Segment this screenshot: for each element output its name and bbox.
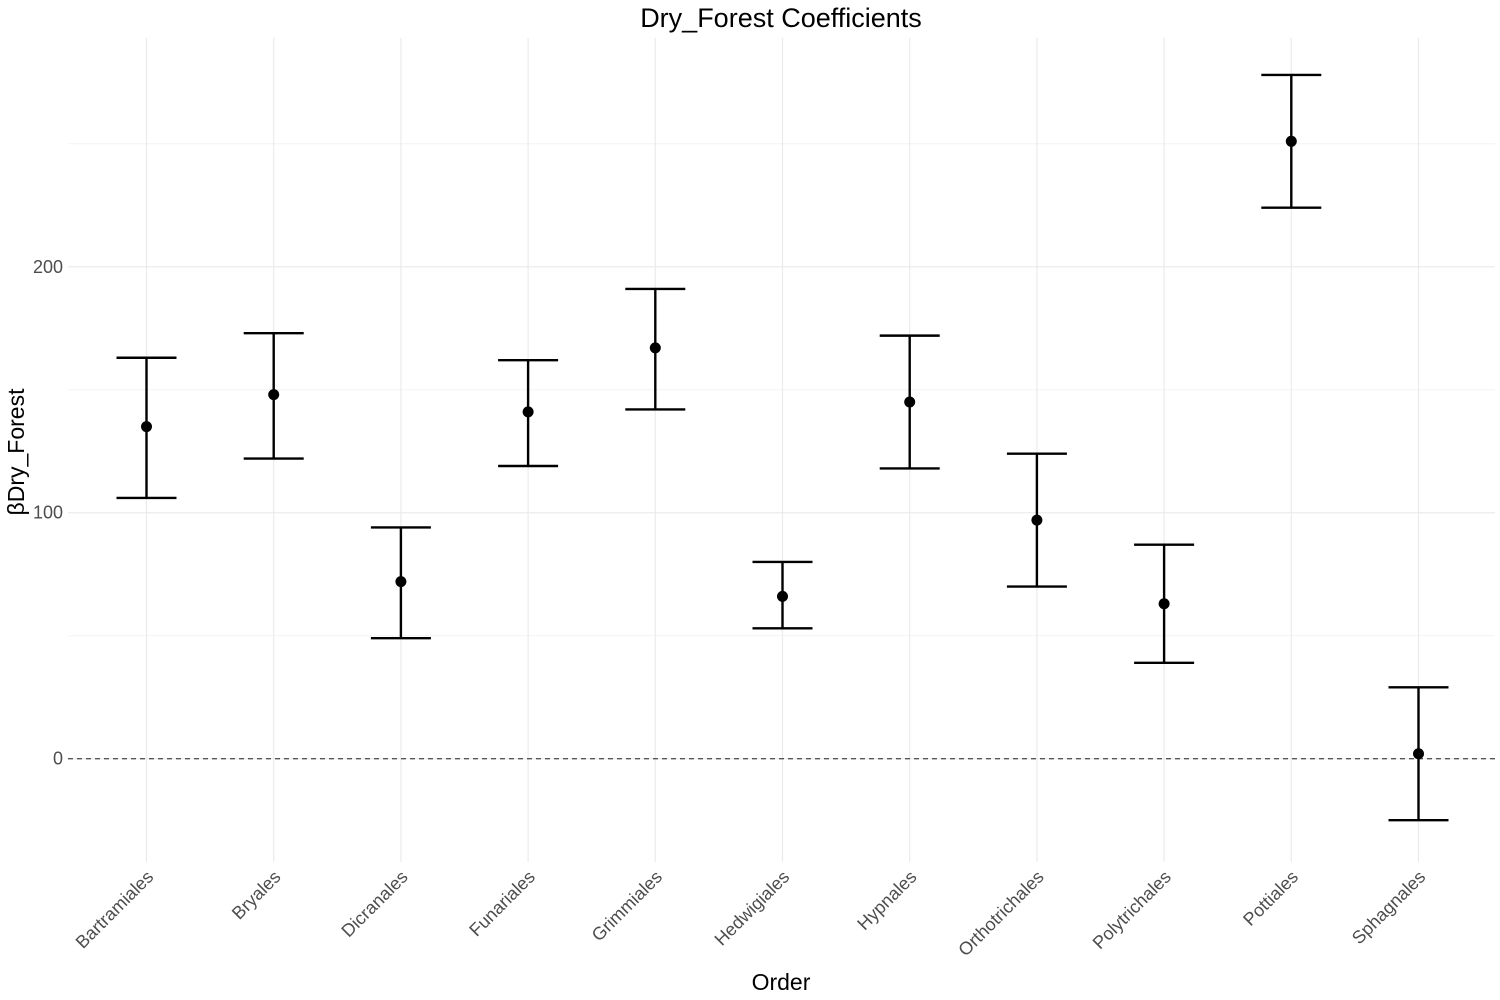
estimate-point (649, 342, 661, 354)
x-tick-label: Bryales (228, 867, 285, 924)
grid (68, 38, 1495, 862)
error-bar-hypnales (879, 334, 940, 470)
estimate-point (777, 590, 788, 602)
error-bar-orthotrichales (1006, 452, 1067, 588)
x-tick-label: Pottiales (1239, 867, 1302, 930)
x-tick-label: Polytrichales (1089, 867, 1175, 953)
y-tick-label: 0 (53, 749, 63, 769)
x-tick-label: Funariales (465, 867, 539, 941)
error-bar-sphagnales (1388, 686, 1449, 822)
chart-title: Dry_Forest Coefficients (640, 3, 922, 33)
error-bar-bryales (243, 331, 304, 460)
error-bar-bartramiales (116, 356, 177, 500)
error-bar-polytrichales (1134, 543, 1195, 664)
estimate-point (395, 576, 407, 588)
estimate-point (1031, 514, 1043, 526)
x-tick-label: Hedwigiales (711, 867, 794, 950)
x-tick-label: Dicranales (337, 867, 411, 941)
x-tick-label: Hypnales (853, 867, 920, 934)
x-axis-ticks: Bartramiales Bryales Dicranales Funariales G… (72, 867, 1430, 960)
x-axis-title: Order (752, 969, 811, 995)
estimate-point (1413, 748, 1424, 760)
error-bar-funariales (498, 359, 559, 468)
estimate-point (268, 389, 280, 401)
error-bars (116, 73, 1449, 822)
y-tick-label: 100 (33, 503, 63, 523)
error-bar-grimmiales (625, 287, 686, 411)
y-axis-title: βDry_Forest (3, 388, 29, 516)
estimate-point (522, 406, 534, 418)
x-tick-label: Grimmiales (588, 867, 666, 945)
y-tick-label: 200 (33, 257, 63, 277)
error-bar-pottiales (1261, 73, 1322, 209)
error-bar-hedwigiales (752, 560, 813, 630)
estimate-point (141, 421, 152, 433)
estimate-point (1158, 598, 1170, 610)
y-axis-ticks: 0 100 200 (33, 257, 63, 769)
estimate-point (904, 396, 916, 408)
estimate-point (1285, 135, 1297, 147)
error-bar-dicranales (370, 526, 431, 640)
x-tick-label: Orthotrichales (954, 867, 1047, 960)
x-tick-label: Bartramiales (72, 867, 158, 953)
x-tick-label: Sphagnales (1348, 867, 1429, 948)
